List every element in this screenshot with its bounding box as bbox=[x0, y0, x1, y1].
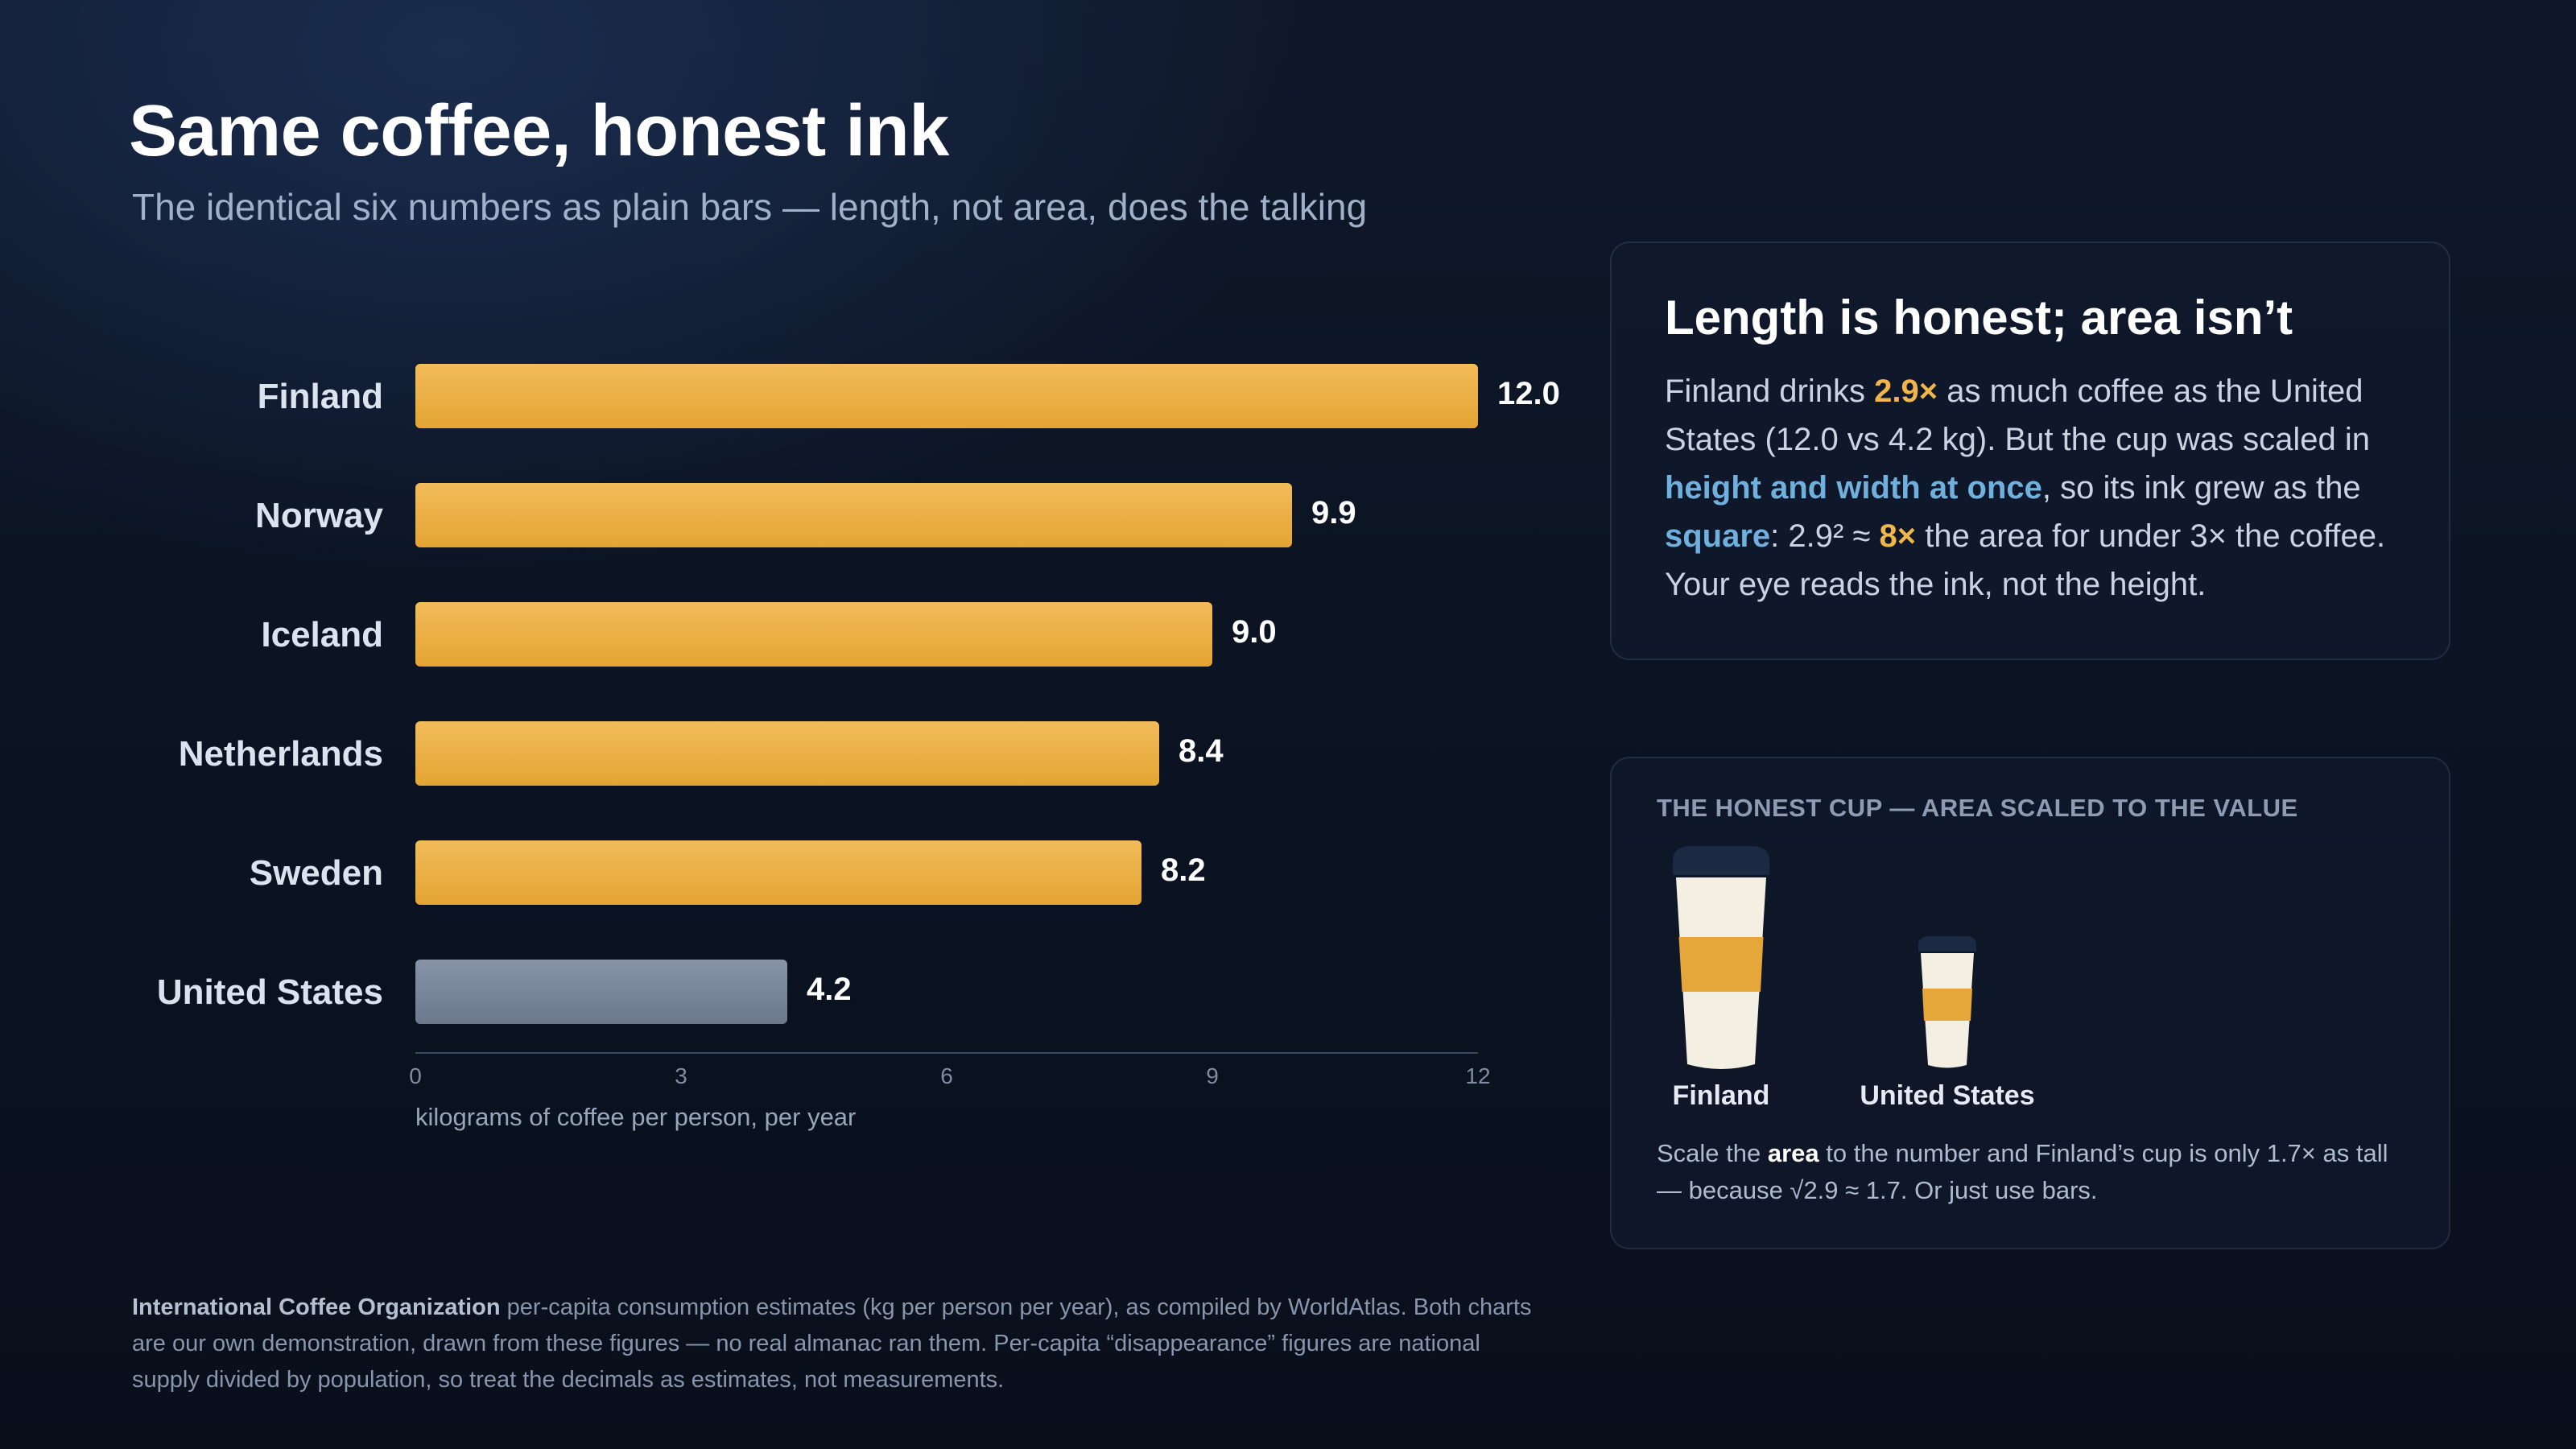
bar-norway bbox=[415, 483, 1292, 547]
explanation-text-2: as much coffee as the United States (12.… bbox=[1665, 374, 2371, 457]
explanation-text-3: , so its ink grew as the bbox=[2041, 470, 2361, 506]
value-label-iceland: 9.0 bbox=[1232, 614, 1277, 650]
bar-iceland bbox=[415, 602, 1212, 667]
page-title: Same coffee, honest ink bbox=[129, 91, 949, 171]
x-tick-9: 9 bbox=[1206, 1063, 1219, 1088]
explanation-text: Finland drinks 2.9× as much coffee as th… bbox=[1665, 367, 2421, 609]
value-label-norway: 9.9 bbox=[1311, 495, 1356, 530]
category-label-iceland: Iceland bbox=[261, 615, 383, 654]
bar-chart: Finland 12.0 Norway 9.9 Iceland 9.0 Netherland… bbox=[156, 364, 1560, 1131]
x-tick-12: 12 bbox=[1465, 1063, 1490, 1088]
category-label-united-states: United States bbox=[157, 972, 383, 1012]
explanation-title: Length is honest; area isn’t bbox=[1665, 291, 2293, 345]
honest-cup-note-bold: area bbox=[1767, 1139, 1819, 1167]
explanation-text-4: : 2.9² ≈ bbox=[1770, 518, 1880, 554]
explanation-text-5: the area for under 3× the coffee. Your e… bbox=[1665, 518, 2386, 602]
ratio-highlight: 2.9× bbox=[1874, 374, 1938, 409]
value-label-sweden: 8.2 bbox=[1161, 852, 1206, 888]
explanation-card: Length is honest; area isn’t Finland dri… bbox=[1610, 242, 2450, 660]
x-tick-0: 0 bbox=[409, 1063, 422, 1088]
bar-netherlands bbox=[415, 721, 1159, 786]
source-org: International Coffee Organization bbox=[132, 1294, 501, 1320]
category-label-sweden: Sweden bbox=[250, 853, 383, 893]
honest-cup-note: Scale the area to the number and Finland… bbox=[1657, 1135, 2413, 1209]
category-label-finland: Finland bbox=[258, 377, 383, 416]
category-label-norway: Norway bbox=[255, 496, 383, 535]
value-label-united-states: 4.2 bbox=[807, 972, 852, 1007]
x-tick-6: 6 bbox=[940, 1063, 953, 1088]
value-label-netherlands: 8.4 bbox=[1179, 733, 1224, 769]
x-tick-3: 3 bbox=[675, 1063, 687, 1088]
united-states-cup-icon bbox=[1918, 936, 1976, 1068]
finland-cup-icon bbox=[1673, 846, 1769, 1069]
honest-cup-note-2: to the number and Finland’s cup is only … bbox=[1657, 1139, 2388, 1204]
area-ratio-highlight: 8× bbox=[1879, 518, 1917, 554]
square-highlight: square bbox=[1665, 518, 1771, 554]
bar-sweden bbox=[415, 840, 1141, 905]
honest-cup-eyebrow: THE HONEST CUP — AREA SCALED TO THE VALU… bbox=[1657, 794, 2298, 822]
value-label-finland: 12.0 bbox=[1497, 376, 1560, 411]
explanation-text-1: Finland drinks bbox=[1665, 374, 1875, 409]
cups-illustration bbox=[1673, 846, 1976, 1069]
source-text: per-capita consumption estimates (kg per… bbox=[132, 1294, 1532, 1393]
page-subtitle: The identical six numbers as plain bars … bbox=[132, 186, 1368, 228]
bar-finland bbox=[415, 364, 1478, 428]
finland-cup-label: Finland bbox=[1672, 1080, 1770, 1111]
united-states-cup-label: United States bbox=[1860, 1080, 2035, 1111]
scaled-highlight: height and width at once bbox=[1665, 470, 2042, 506]
category-label-netherlands: Netherlands bbox=[179, 734, 383, 774]
bar-united-states bbox=[415, 960, 787, 1024]
honest-cup-note-1: Scale the bbox=[1657, 1139, 1768, 1167]
honest-cup-card: THE HONEST CUP — AREA SCALED TO THE VALU… bbox=[1610, 757, 2450, 1249]
source-note: International Coffee Organization per-ca… bbox=[132, 1290, 1533, 1398]
x-axis-label: kilograms of coffee per person, per year bbox=[415, 1103, 856, 1131]
